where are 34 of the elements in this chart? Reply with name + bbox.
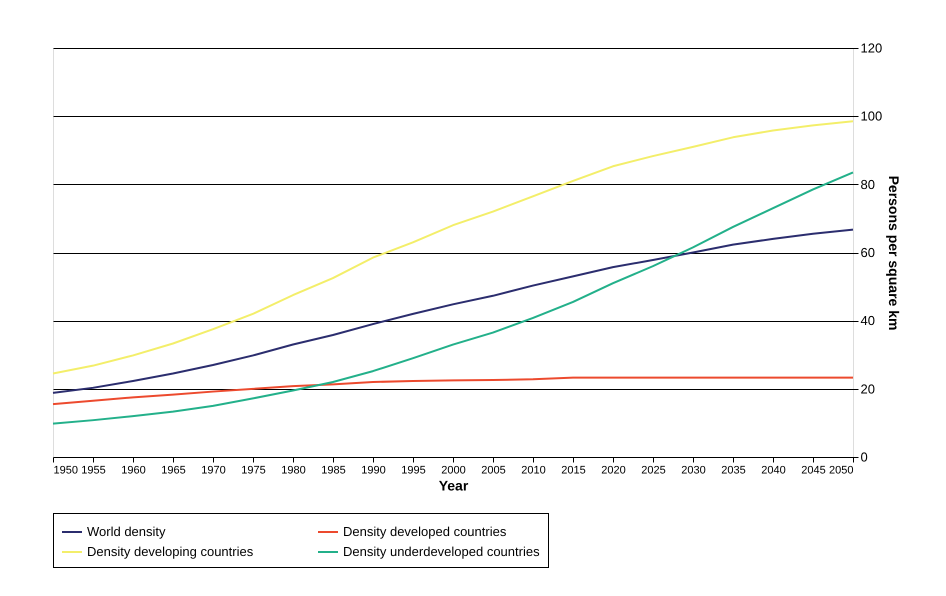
y-tick-label: 40 bbox=[860, 313, 875, 328]
x-tick-label: 2000 bbox=[441, 464, 466, 476]
x-tick-label: 2010 bbox=[521, 464, 546, 476]
x-tick-label: 2050 bbox=[829, 464, 854, 476]
x-tick-label: 1970 bbox=[201, 464, 226, 476]
legend-label: Density developed countries bbox=[343, 524, 507, 539]
y-tick-label: 0 bbox=[860, 450, 868, 464]
legend-label: Density underdeveloped countries bbox=[343, 544, 540, 559]
x-tick-label: 2015 bbox=[561, 464, 586, 476]
y-axis-title: Persons per square km bbox=[886, 176, 902, 330]
y-tick-label: 100 bbox=[860, 108, 882, 124]
x-tick-label: 1990 bbox=[361, 464, 386, 476]
x-tick-label: 1960 bbox=[121, 464, 146, 476]
legend-label: Density developing countries bbox=[87, 544, 254, 559]
x-axis-title: Year bbox=[438, 478, 469, 494]
y-tick-label: 80 bbox=[860, 176, 875, 192]
x-tick-label: 2025 bbox=[641, 464, 666, 476]
x-tick-label: 1980 bbox=[281, 464, 306, 476]
x-tick-label: 1975 bbox=[241, 464, 266, 476]
x-tick-label: 2045 bbox=[801, 464, 826, 476]
x-tick-label: 2035 bbox=[721, 464, 746, 476]
y-tick-label: 20 bbox=[860, 381, 875, 396]
y-tick-label: 120 bbox=[860, 40, 882, 56]
x-tick-label: 2040 bbox=[761, 464, 786, 476]
x-tick-label: 1950 bbox=[54, 464, 78, 476]
x-tick-label: 1995 bbox=[401, 464, 426, 476]
x-tick-label: 1985 bbox=[321, 464, 346, 476]
x-tick-label: 2030 bbox=[681, 464, 706, 476]
x-tick-label: 1965 bbox=[161, 464, 186, 476]
y-tick-label: 60 bbox=[860, 245, 875, 260]
x-tick-label: 1955 bbox=[81, 464, 106, 476]
legend-label: World density bbox=[87, 524, 166, 539]
x-tick-label: 2005 bbox=[481, 464, 506, 476]
x-tick-label: 2020 bbox=[601, 464, 626, 476]
